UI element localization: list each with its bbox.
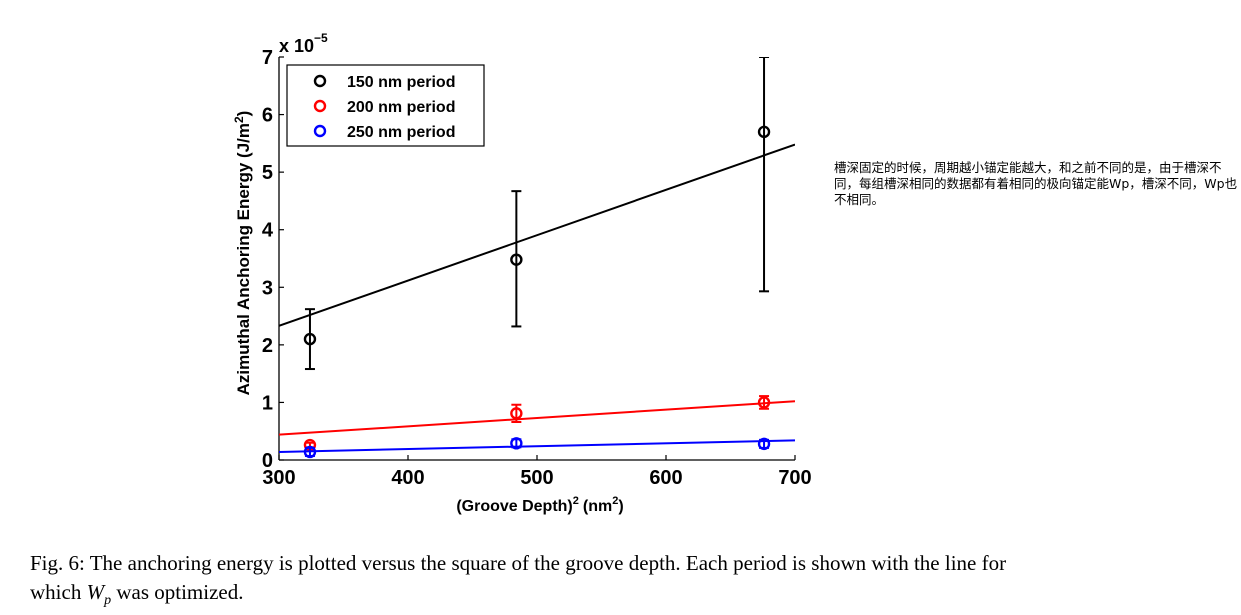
x-tick-label: 400 bbox=[391, 467, 424, 489]
figure-caption: Fig. 6: The anchoring energy is plotted … bbox=[30, 549, 1040, 615]
caption-wp-symbol: W bbox=[86, 580, 105, 604]
legend-label: 250 nm period bbox=[347, 124, 455, 141]
caption-wp-subscript: p bbox=[104, 593, 112, 609]
series-2 bbox=[279, 437, 795, 459]
data-point bbox=[757, 437, 771, 451]
series-group bbox=[279, 57, 795, 459]
data-point bbox=[510, 253, 523, 266]
series-1 bbox=[279, 395, 795, 452]
caption-text: Fig. 6: The anchoring energy is plotted … bbox=[30, 551, 1007, 604]
y-tick-label: 3 bbox=[262, 277, 273, 299]
data-point bbox=[510, 437, 523, 450]
data-point bbox=[757, 125, 771, 139]
y-axis-label: Azimuthal Anchoring Energy (J/m2) bbox=[232, 111, 253, 396]
y-tick-label: 5 bbox=[262, 162, 273, 184]
fit-line bbox=[279, 439, 795, 453]
annotation-note: 槽深固定的时候，周期越小锚定能越大，和之前不同的是，由于槽深不同，每组槽深相同的… bbox=[834, 160, 1238, 207]
legend: 150 nm period 200 nm period 250 nm period bbox=[286, 64, 485, 147]
legend-label: 150 nm period bbox=[347, 74, 455, 91]
y-tick-label: 0 bbox=[262, 450, 273, 472]
y-tick-label: 7 bbox=[262, 47, 273, 69]
x-tick-label: 700 bbox=[778, 467, 811, 489]
legend-marker bbox=[313, 124, 327, 138]
legend-box bbox=[286, 64, 485, 147]
legend-label: 200 nm period bbox=[347, 99, 455, 116]
data-point bbox=[303, 332, 317, 346]
x-axis-label: (Groove Depth)2 (nm2) bbox=[456, 495, 623, 515]
series-0 bbox=[279, 57, 795, 371]
y-tick-label: 4 bbox=[262, 220, 274, 242]
plot-layer: 300 400 500 600 700 0 1 2 3 4 5 6 7 bbox=[262, 47, 812, 489]
fit-line bbox=[279, 400, 795, 436]
x-tick-label: 600 bbox=[649, 467, 682, 489]
legend-marker bbox=[313, 74, 327, 88]
x-tick-label: 500 bbox=[520, 467, 553, 489]
legend-marker bbox=[313, 99, 327, 113]
y-tick-label: 6 bbox=[262, 105, 273, 127]
data-point bbox=[510, 407, 523, 420]
y-tick-label: 1 bbox=[262, 392, 273, 414]
y-scale-multiplier: x 10−5 bbox=[279, 31, 328, 56]
data-point bbox=[757, 396, 771, 409]
fit-line bbox=[279, 143, 795, 327]
x-tick-label: 300 bbox=[262, 467, 295, 489]
caption-text-end: was optimized. bbox=[111, 580, 244, 604]
data-point bbox=[303, 445, 317, 459]
y-tick-label: 2 bbox=[262, 335, 273, 357]
